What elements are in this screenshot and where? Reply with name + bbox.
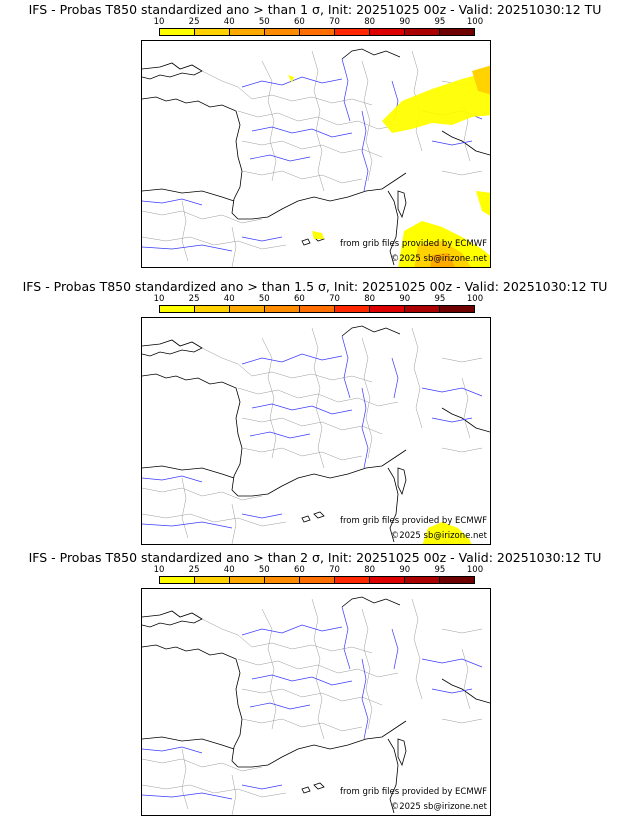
- colorbar-tick: 60: [294, 565, 305, 575]
- rivers: [142, 606, 483, 800]
- copyright-credit: ©2025 sb@irizone.net: [390, 254, 487, 264]
- colorbar-tick: 40: [223, 17, 235, 27]
- colorbar-swatch: [405, 577, 440, 583]
- colorbar-swatch: [335, 577, 370, 583]
- coastline: [142, 325, 490, 543]
- colorbar: [159, 576, 475, 584]
- rivers: [142, 58, 483, 252]
- colorbar-swatch: [405, 306, 440, 312]
- map-panel-3: IFS - Probas T850 standardized ano > tha…: [0, 548, 630, 818]
- copyright-credit: ©2025 sb@irizone.net: [390, 802, 487, 812]
- colorbar-tick: 95: [434, 17, 446, 27]
- colorbar-swatch: [370, 306, 405, 312]
- copyright-credit: ©2025 sb@irizone.net: [390, 531, 487, 541]
- colorbar-tick: 60: [294, 294, 305, 304]
- colorbar-tick: 25: [188, 294, 200, 304]
- colorbar-swatch: [160, 306, 195, 312]
- colorbar-swatch: [160, 29, 195, 35]
- colorbar-tick: 10: [153, 565, 165, 575]
- probability-map: from grib files provided by ECMWF ©2025 …: [141, 588, 491, 816]
- probability-map: from grib files provided by ECMWF ©2025 …: [141, 317, 491, 545]
- colorbar-tick: 60: [294, 17, 305, 27]
- colorbar-swatch: [195, 577, 230, 583]
- colorbar-tick: 90: [399, 565, 411, 575]
- probability-shading: [288, 65, 490, 267]
- colorbar-ticks: 10 25 40 50 60 70 80 90 95 100: [154, 17, 484, 27]
- colorbar-tick: 90: [399, 294, 411, 304]
- colorbar-tick: 50: [258, 565, 270, 575]
- colorbar-tick: 100: [466, 294, 484, 304]
- colorbar-tick: 40: [223, 294, 235, 304]
- colorbar-tick: 25: [188, 565, 200, 575]
- colorbar-swatch: [265, 306, 300, 312]
- colorbar-tick: 50: [258, 294, 270, 304]
- coastline: [142, 596, 490, 814]
- colorbar-tick: 25: [188, 17, 200, 27]
- colorbar-tick: 10: [153, 17, 165, 27]
- map-canvas: [142, 325, 490, 544]
- colorbar-tick: 70: [329, 294, 340, 304]
- admin-borders: [142, 327, 483, 544]
- colorbar-swatch: [370, 29, 405, 35]
- source-credit: from grib files provided by ECMWF: [340, 787, 487, 797]
- colorbar-tick: 80: [364, 294, 376, 304]
- colorbar-tick: 95: [434, 294, 446, 304]
- colorbar-swatch: [230, 29, 265, 35]
- colorbar-tick: 95: [434, 565, 446, 575]
- probability-shading: [422, 522, 472, 544]
- colorbar-swatch: [300, 577, 335, 583]
- map-panel-2: IFS - Probas T850 standardized ano > tha…: [0, 277, 630, 547]
- colorbar-swatch: [230, 577, 265, 583]
- colorbar-tick: 100: [466, 17, 484, 27]
- colorbar-tick: 70: [329, 565, 340, 575]
- colorbar-tick: 90: [399, 17, 411, 27]
- colorbar-swatch: [440, 306, 474, 312]
- colorbar-tick: 100: [466, 565, 484, 575]
- colorbar-ticks: 10 25 40 50 60 70 80 90 95 100: [154, 565, 484, 575]
- colorbar: [159, 305, 475, 313]
- colorbar-swatch: [265, 29, 300, 35]
- rivers: [142, 335, 483, 529]
- colorbar-swatch: [405, 29, 440, 35]
- colorbar-swatch: [230, 306, 265, 312]
- probability-map: from grib files provided by ECMWF ©2025 …: [141, 40, 491, 268]
- source-credit: from grib files provided by ECMWF: [340, 516, 487, 526]
- colorbar-swatch: [370, 577, 405, 583]
- colorbar-swatch: [440, 29, 474, 35]
- panel-title: IFS - Probas T850 standardized ano > tha…: [22, 279, 608, 294]
- colorbar-swatch: [335, 306, 370, 312]
- coastline: [142, 48, 490, 266]
- admin-borders: [142, 50, 483, 267]
- panel-title: IFS - Probas T850 standardized ano > tha…: [28, 550, 602, 565]
- colorbar-swatch: [300, 306, 335, 312]
- colorbar-tick: 80: [364, 565, 376, 575]
- colorbar-swatch: [195, 29, 230, 35]
- colorbar-tick: 10: [153, 294, 165, 304]
- colorbar: [159, 28, 475, 36]
- colorbar-swatch: [440, 577, 474, 583]
- panel-title: IFS - Probas T850 standardized ano > tha…: [28, 2, 602, 17]
- map-canvas: [142, 596, 490, 815]
- colorbar-swatch: [265, 577, 300, 583]
- colorbar-swatch: [335, 29, 370, 35]
- colorbar-swatch: [195, 306, 230, 312]
- source-credit: from grib files provided by ECMWF: [340, 239, 487, 249]
- colorbar-tick: 40: [223, 565, 235, 575]
- islands: [301, 467, 407, 523]
- map-canvas: [142, 48, 490, 267]
- islands: [301, 738, 407, 794]
- colorbar-swatch: [160, 577, 195, 583]
- colorbar-swatch: [300, 29, 335, 35]
- colorbar-ticks: 10 25 40 50 60 70 80 90 95 100: [154, 294, 484, 304]
- colorbar-tick: 50: [258, 17, 270, 27]
- admin-borders: [142, 598, 483, 815]
- map-panel-1: IFS - Probas T850 standardized ano > tha…: [0, 0, 630, 270]
- colorbar-tick: 80: [364, 17, 376, 27]
- colorbar-tick: 70: [329, 17, 340, 27]
